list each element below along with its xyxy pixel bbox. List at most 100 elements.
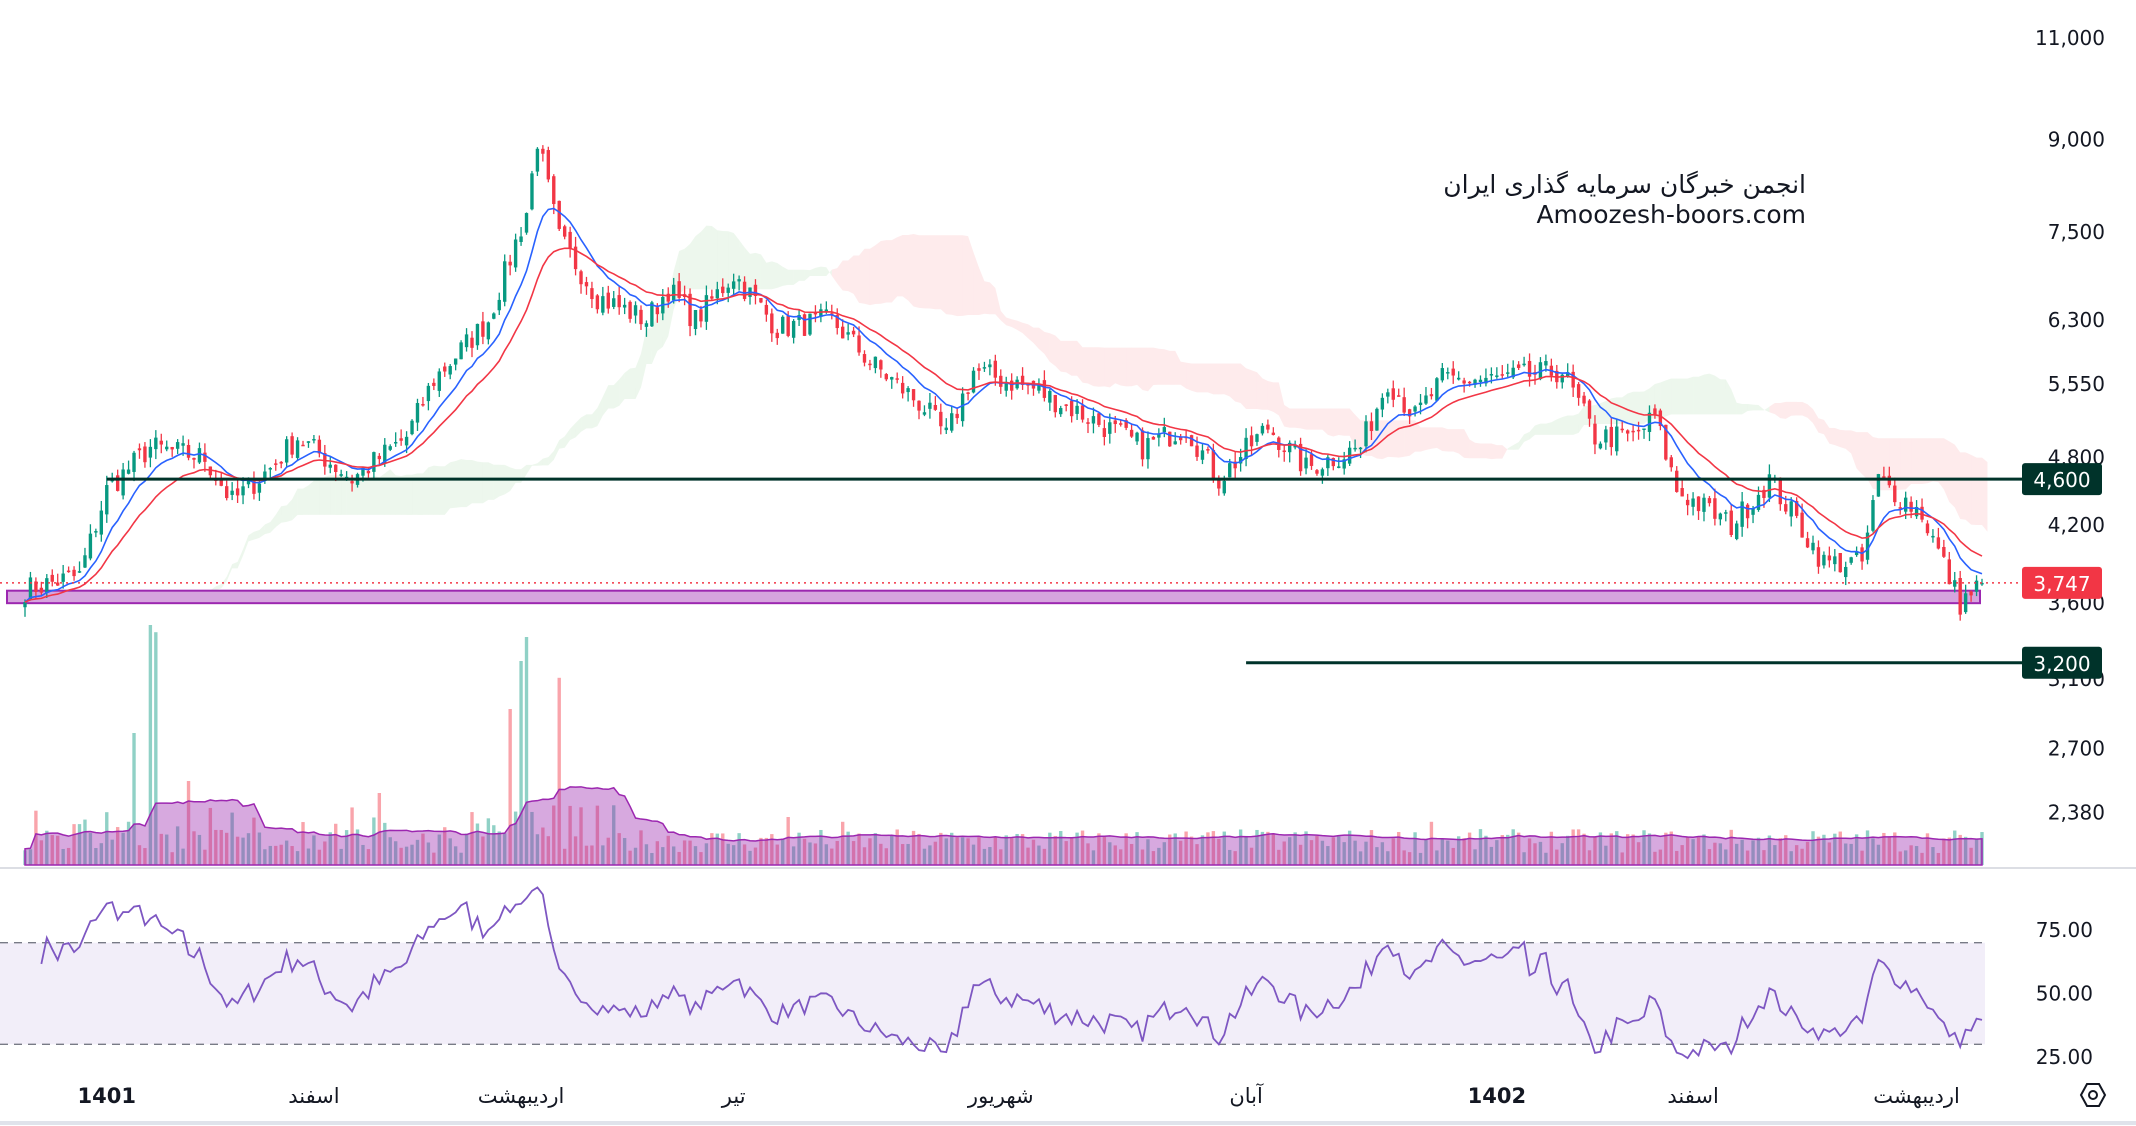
cloud-segment — [319, 477, 325, 515]
volume-bar — [388, 837, 392, 865]
cloud-segment — [1137, 347, 1143, 390]
candle-body — [1162, 427, 1167, 433]
candle-body — [1882, 476, 1886, 478]
candle-body — [1102, 428, 1107, 437]
volume-bar — [1506, 834, 1510, 865]
candle-body — [170, 446, 174, 450]
volume-bar — [165, 834, 169, 865]
volume-bar — [1718, 843, 1723, 865]
volume-bar — [1162, 842, 1167, 865]
volume-bar — [557, 677, 561, 865]
candle-body — [175, 442, 180, 449]
volume-bar — [1195, 844, 1199, 865]
volume-bar — [421, 833, 425, 865]
cloud-segment — [1229, 363, 1236, 402]
cloud-segment — [1142, 347, 1148, 392]
volume-bar — [1838, 831, 1842, 865]
candle-body — [928, 402, 932, 409]
volume-bar — [99, 843, 104, 865]
cloud-segment — [384, 469, 391, 515]
cloud-segment — [1087, 347, 1094, 387]
volume-bar — [1953, 830, 1957, 865]
volume-bar — [1533, 843, 1537, 865]
candle-body — [710, 296, 714, 299]
candle-body — [1391, 388, 1395, 400]
volume-bar — [933, 841, 938, 865]
candle-body — [557, 200, 561, 229]
cloud-segment — [1845, 430, 1852, 454]
settings-icon[interactable] — [2079, 1083, 2107, 1107]
volume-bar — [1091, 850, 1096, 865]
volume-bar — [1391, 838, 1395, 865]
volume-bar — [1691, 839, 1695, 865]
candle-body — [1478, 379, 1483, 383]
candle-body — [497, 299, 501, 311]
volume-bar — [1675, 850, 1679, 865]
volume-bar — [911, 830, 916, 865]
cloud-segment — [700, 225, 707, 290]
cloud-segment — [373, 475, 380, 515]
candle-body — [121, 469, 125, 496]
cloud-segment — [1551, 419, 1557, 435]
volume-bar — [1931, 847, 1935, 865]
volume-bar — [1642, 830, 1646, 865]
volume-bar — [28, 849, 33, 865]
candle-body — [399, 438, 403, 441]
candle-body — [813, 312, 818, 315]
candle-body — [143, 446, 147, 463]
cloud-segment — [613, 379, 620, 409]
cloud-segment — [957, 235, 963, 317]
candle-body — [1604, 429, 1608, 443]
volume-bar — [1238, 829, 1243, 865]
volume-bar — [1364, 841, 1368, 865]
candle-body — [628, 301, 632, 319]
volume-bar — [612, 805, 616, 865]
cloud-segment — [428, 465, 434, 515]
volume-bar — [1446, 840, 1450, 865]
cloud-segment — [477, 461, 483, 504]
volume-bar — [1320, 840, 1325, 865]
volume-bar — [34, 810, 38, 865]
candle-body — [1903, 497, 1908, 512]
candle-body — [873, 356, 878, 369]
volume-bar — [1304, 831, 1308, 865]
candle-body — [1048, 390, 1052, 403]
candle-body — [301, 444, 305, 447]
candle-body — [1189, 435, 1194, 447]
volume-bar — [1326, 846, 1330, 865]
candle-body — [1653, 408, 1657, 416]
candle-body — [1195, 445, 1199, 457]
candle-body — [77, 571, 82, 573]
candle-body — [388, 446, 392, 450]
cloud-segment — [1011, 319, 1018, 330]
cloud-segment — [1207, 363, 1214, 395]
volume-bar — [1762, 850, 1766, 865]
volume-bar — [1255, 829, 1259, 865]
volume-bar — [1407, 852, 1412, 865]
candle-body — [1560, 374, 1564, 383]
candle-body — [1642, 428, 1646, 430]
cloud-segment — [1458, 429, 1465, 458]
cloud-segment — [1273, 382, 1279, 416]
cloud-segment — [902, 235, 909, 301]
candle-body — [492, 313, 496, 319]
candle-body — [284, 439, 289, 463]
cloud-segment — [1578, 406, 1585, 433]
volume-bar — [1914, 846, 1919, 865]
volume-bar — [1827, 842, 1832, 865]
candle-body — [437, 371, 441, 391]
volume-bar — [661, 847, 665, 865]
volume-bar — [639, 830, 643, 865]
cloud-segment — [935, 235, 941, 310]
volume-bar — [1593, 837, 1597, 865]
candle-body — [939, 411, 943, 427]
volume-bar — [1358, 851, 1363, 865]
candle-body — [601, 296, 605, 313]
volume-bar — [137, 845, 142, 865]
candle-body — [1146, 438, 1150, 460]
candle-body — [1724, 512, 1728, 514]
cloud-segment — [1862, 432, 1868, 480]
volume-bar — [1293, 832, 1297, 865]
cloud-segment — [1905, 438, 1912, 490]
